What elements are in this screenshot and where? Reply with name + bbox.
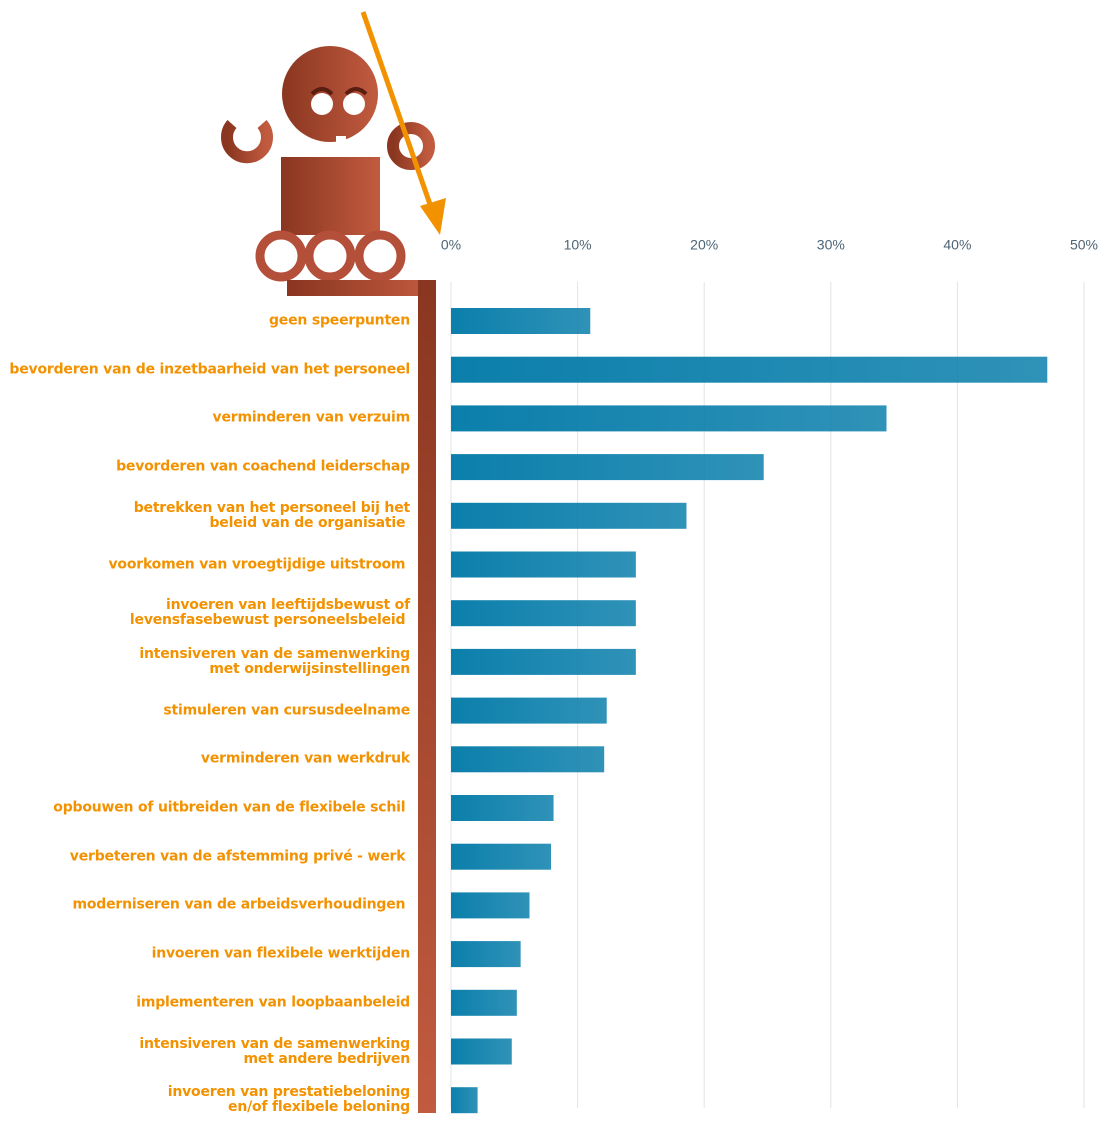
bar: [451, 843, 552, 870]
category-label: moderniseren van de arbeidsverhoudingen: [72, 896, 410, 913]
category-label: opbouwen of uitbreiden van de flexibele …: [53, 799, 410, 816]
category-label: geen speerpunten: [268, 312, 410, 329]
x-tick-label: 50%: [1070, 237, 1098, 253]
category-label: verbeteren van de afstemming privé - wer…: [69, 848, 410, 865]
bar: [451, 551, 636, 578]
x-tick-label: 0%: [441, 237, 461, 253]
bar: [451, 502, 687, 529]
bar: [451, 308, 591, 334]
category-label: stimuleren van cursusdeelname: [163, 702, 410, 719]
category-label: invoeren van prestatiebeloning en/of fle…: [167, 1084, 410, 1116]
bar: [451, 356, 1048, 383]
category-label: bevorderen van de inzetbaarheid van het …: [9, 361, 410, 378]
bar: [451, 1087, 478, 1114]
category-label: verminderen van verzuim: [212, 409, 411, 426]
category-label: intensiveren van de samenwerking met ond…: [139, 645, 410, 677]
bar: [451, 746, 605, 773]
bar: [451, 892, 530, 919]
bar: [451, 697, 607, 724]
x-tick-label: 40%: [943, 237, 971, 253]
x-tick-label: 30%: [817, 237, 845, 253]
category-label: voorkomen van vroegtijdige uitstroom: [108, 556, 410, 572]
category-label: intensiveren van de samenwerking met and…: [139, 1035, 410, 1067]
bar: [451, 941, 521, 968]
category-label: bevorderen van coachend leiderschap: [116, 458, 410, 475]
category-label: invoeren van flexibele werktijden: [151, 945, 411, 962]
bar: [451, 1038, 512, 1065]
bar: [451, 405, 887, 432]
category-label: betrekken van het personeel bij het bele…: [133, 499, 410, 531]
bar: [451, 795, 554, 821]
category-label: implementeren van loopbaanbeleid: [136, 994, 410, 1011]
bar: [451, 454, 764, 481]
category-label: invoeren van leeftijdsbewust of levensfa…: [129, 597, 410, 629]
bar: [451, 648, 636, 675]
bar: [451, 989, 517, 1016]
robot-illustration: [221, 11, 446, 1113]
bar: [451, 600, 636, 627]
x-tick-label: 20%: [690, 237, 718, 253]
category-label: verminderen van werkdruk: [200, 750, 410, 767]
x-tick-label: 10%: [564, 237, 592, 253]
